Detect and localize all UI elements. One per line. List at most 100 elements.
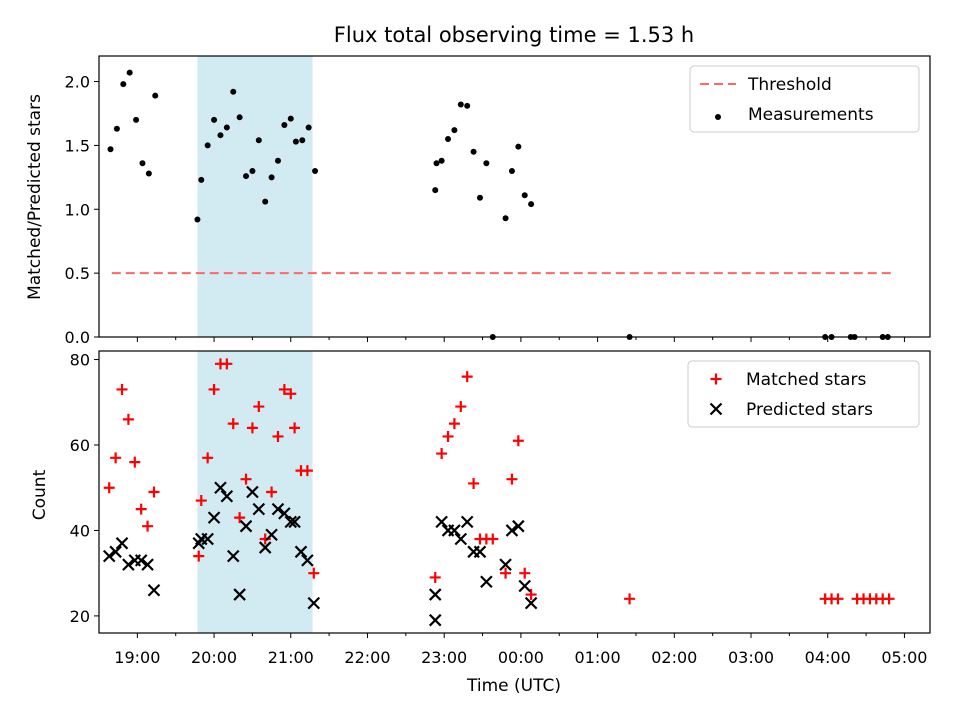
matched-star-point: [234, 512, 246, 524]
measurement-point: [515, 143, 522, 150]
matched-star-point: [285, 388, 297, 400]
predicted-star-point: [265, 528, 278, 542]
measurement-point: [451, 127, 458, 134]
matched-star-point: [506, 473, 518, 485]
matched-star-point: [429, 571, 441, 583]
x-tick-label: 03:00: [728, 648, 774, 667]
matched-star-point: [116, 383, 128, 395]
top-y-axis-label: Matched/Predicted stars: [25, 94, 45, 300]
predicted-star-point: [258, 541, 272, 554]
predicted-star-point: [134, 554, 148, 567]
legend-frame: [689, 65, 920, 133]
matched-star-point: [202, 452, 214, 464]
measurement-point: [262, 198, 269, 205]
x-tick-label: 21:00: [268, 648, 314, 667]
matched-star-point: [519, 567, 531, 579]
measurement-point: [489, 334, 496, 340]
measurement-point: [217, 132, 224, 139]
x-axis-label: Time (UTC): [466, 676, 561, 696]
bottom-y-tick-label: 20: [70, 607, 90, 626]
legend-matched-swatch: [710, 373, 722, 385]
predicted-star-point: [301, 554, 314, 567]
shaded-interval-top: [197, 56, 313, 337]
top-legend: Threshold Measurements: [689, 65, 920, 133]
measurement-point: [211, 116, 218, 123]
measurement-point: [626, 334, 633, 340]
legend-frame: [687, 360, 920, 428]
matched-star-point: [272, 430, 284, 442]
matched-star-point: [253, 401, 265, 413]
predicted-star-point: [109, 545, 122, 559]
top-axes: 0.0 0.5 1.0 1.5 2.0: [65, 55, 931, 347]
matched-star-point: [512, 435, 524, 447]
predicted-star-point: [288, 515, 301, 529]
legend-predicted-swatch: [709, 402, 723, 416]
predicted-star-point: [460, 515, 474, 529]
predicted-star-point: [448, 524, 461, 537]
predicted-star-point: [435, 515, 448, 529]
measurement-point: [198, 176, 205, 183]
predicted-star-point: [518, 579, 532, 593]
top-y-tick-label: 0.5: [65, 264, 90, 283]
bottom-legend: Matched stars Predicted stars: [687, 360, 920, 428]
measurement-point: [879, 334, 886, 340]
predicted-star-point: [271, 502, 285, 516]
top-axes-frame: [98, 55, 931, 338]
predicted-star-point: [505, 524, 519, 537]
matched-star-point: [624, 593, 636, 605]
measurement-point: [312, 167, 319, 174]
measurement-point: [230, 88, 237, 95]
measurement-point: [476, 194, 483, 201]
bottom-panel: 20 40 60 80 19:00 20:00 21:00 22:00 23:00 00:00 01…: [30, 350, 931, 667]
x-tick-label: 02:00: [651, 648, 697, 667]
measurement-point: [822, 334, 829, 340]
bottom-y-tick-label: 40: [70, 521, 90, 540]
x-tick-label: 00:00: [498, 648, 544, 667]
matched-star-point: [135, 503, 147, 515]
predicted-star-point: [473, 545, 487, 559]
measurement-point: [884, 334, 891, 340]
top-y-tick-label: 1.0: [65, 200, 90, 219]
measurement-point: [194, 216, 201, 223]
predicted-star-point: [428, 613, 442, 627]
matched-star-point: [122, 413, 134, 425]
matched-star-point: [455, 401, 467, 413]
measurement-point: [274, 157, 281, 164]
measurement-point: [287, 115, 294, 122]
measurement-point: [502, 215, 509, 222]
predicted-star-point: [499, 558, 512, 571]
measurement-point: [305, 124, 312, 131]
measurement-point: [133, 116, 140, 123]
matched-star-point: [525, 589, 537, 601]
chart-title: Flux total observing time = 1.53 h: [334, 23, 694, 47]
top-y-tick-label: 2.0: [65, 73, 90, 92]
measurement-point: [120, 81, 127, 88]
measurement-point: [204, 142, 211, 149]
matched-star-point: [110, 452, 122, 464]
predicted-star-point: [294, 545, 308, 559]
matched-star-point: [129, 456, 141, 468]
legend-label: Matched stars: [746, 370, 866, 390]
predicted-star-point: [201, 532, 214, 546]
legend-label: Predicted stars: [746, 400, 873, 420]
measurement-point: [249, 167, 256, 174]
predicted-star-point: [252, 502, 266, 516]
x-tick-label: 01:00: [575, 648, 621, 667]
measurement-point: [508, 167, 515, 174]
predicted-star-point: [307, 596, 321, 610]
bottom-y-tick-label: 60: [70, 436, 90, 455]
measurement-point: [113, 125, 120, 132]
predicted-star-point: [220, 489, 234, 503]
predicted-star-point: [214, 481, 227, 495]
matched-star-point: [195, 495, 207, 507]
legend-measurement-swatch: [715, 114, 721, 120]
matched-star-point: [301, 465, 313, 477]
predicted-star-point: [115, 536, 129, 550]
measurement-point: [268, 174, 275, 181]
measurement-point: [464, 102, 471, 109]
measurement-point: [432, 187, 439, 194]
measurement-point: [236, 114, 243, 121]
legend-label: Threshold: [747, 75, 832, 95]
bottom-axes-frame: [98, 350, 931, 634]
legend-label: Measurements: [748, 105, 874, 125]
